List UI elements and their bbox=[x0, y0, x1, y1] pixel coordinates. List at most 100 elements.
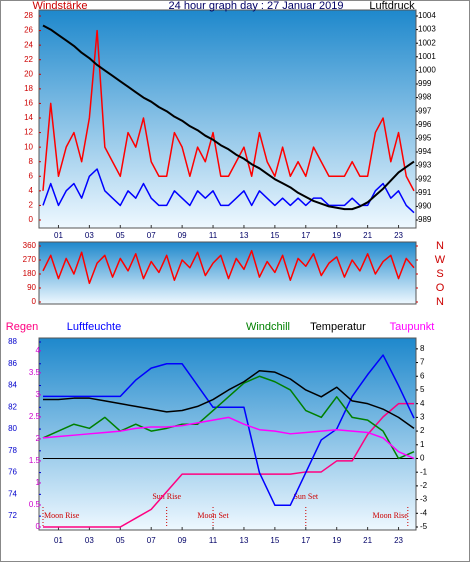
x-tick-label: 11 bbox=[209, 231, 218, 240]
plot-background bbox=[38, 337, 417, 531]
annotation: Sun Rise bbox=[152, 492, 181, 501]
x-tick-label: 07 bbox=[147, 536, 156, 545]
y2-tick-label: S bbox=[436, 268, 443, 280]
y2-tick-label: 992 bbox=[418, 174, 432, 183]
y2-tick-label: -1 bbox=[420, 467, 428, 476]
legend-label: Taupunkt bbox=[390, 321, 435, 333]
y-tick-label: 28 bbox=[24, 11, 33, 20]
legend-label: Temperatur bbox=[310, 321, 366, 333]
x-tick-label: 17 bbox=[301, 231, 310, 240]
y-tick-label: 270 bbox=[23, 255, 37, 264]
y-tick-label: 90 bbox=[27, 283, 36, 292]
y-tick-label: 2.5 bbox=[29, 412, 41, 421]
annotation: Sun Set bbox=[293, 492, 318, 501]
y2-tick-label: 5 bbox=[420, 385, 425, 394]
series-line bbox=[42, 168, 415, 214]
y-tick-label: 4 bbox=[36, 346, 41, 355]
y2-tick-label: 3 bbox=[420, 412, 425, 421]
x-tick-label: 23 bbox=[394, 231, 403, 240]
y-tick-label: 22 bbox=[24, 55, 33, 64]
y2-axis-label: Luftdruck bbox=[369, 0, 415, 12]
series-line bbox=[42, 29, 415, 192]
y2-tick-label: 1002 bbox=[418, 38, 436, 47]
y3-tick-label: 88 bbox=[8, 337, 17, 346]
x-tick-label: 13 bbox=[240, 536, 249, 545]
x-tick-label: 01 bbox=[54, 231, 63, 240]
x-tick-label: 07 bbox=[147, 231, 156, 240]
y2-tick-label: 999 bbox=[418, 79, 432, 88]
y-tick-label: 180 bbox=[23, 269, 37, 278]
y2-tick-label: 8 bbox=[420, 344, 425, 353]
y-tick-label: 0 bbox=[29, 215, 34, 224]
y2-tick-label: -5 bbox=[420, 522, 428, 531]
y2-tick-label: W bbox=[435, 254, 446, 266]
y2-tick-label: 996 bbox=[418, 120, 432, 129]
y-tick-label: 1.5 bbox=[29, 456, 41, 465]
y-tick-label: 3.5 bbox=[29, 368, 41, 377]
y2-tick-label: 1003 bbox=[418, 25, 436, 34]
y2-tick-label: 997 bbox=[418, 106, 432, 115]
y2-tick-label: N bbox=[436, 240, 444, 252]
y2-tick-label: 1000 bbox=[418, 66, 436, 75]
x-tick-label: 11 bbox=[209, 536, 218, 545]
x-tick-label: 03 bbox=[85, 231, 94, 240]
y-tick-label: 3 bbox=[36, 390, 41, 399]
y-tick-label: 20 bbox=[24, 69, 33, 78]
y3-tick-label: 76 bbox=[8, 468, 17, 477]
series-line bbox=[43, 402, 414, 528]
annotation: Moon Rise bbox=[44, 511, 80, 520]
x-tick-label: 21 bbox=[363, 231, 372, 240]
y-axis-label: Windstärke bbox=[32, 0, 87, 12]
y-tick-label: 0 bbox=[36, 522, 41, 531]
series-line bbox=[42, 249, 415, 285]
chart-title: 24 hour graph day : 27 Januar 2019 bbox=[169, 0, 344, 12]
series-line bbox=[43, 354, 415, 506]
x-tick-label: 15 bbox=[270, 231, 279, 240]
y2-tick-label: 1004 bbox=[418, 11, 436, 20]
y-tick-label: 360 bbox=[23, 241, 37, 250]
y2-tick-label: -4 bbox=[420, 508, 428, 517]
plot-background bbox=[38, 241, 417, 305]
plot-background bbox=[38, 9, 417, 229]
y2-tick-label: 1 bbox=[420, 440, 425, 449]
series-line bbox=[42, 375, 415, 460]
y2-tick-label: 990 bbox=[418, 202, 432, 211]
x-tick-label: 01 bbox=[54, 536, 63, 545]
y2-tick-label: 998 bbox=[418, 93, 432, 102]
legend-label: Luftfeuchte bbox=[67, 321, 121, 333]
y2-tick-label: 995 bbox=[418, 134, 432, 143]
y3-tick-label: 74 bbox=[8, 489, 17, 498]
x-tick-label: 03 bbox=[85, 536, 94, 545]
y2-tick-label: 0 bbox=[420, 454, 425, 463]
series-line bbox=[43, 370, 415, 429]
y3-tick-label: 80 bbox=[8, 424, 17, 433]
y2-tick-label: 7 bbox=[420, 358, 425, 367]
x-tick-label: 05 bbox=[116, 231, 125, 240]
y2-tick-label: 989 bbox=[418, 215, 432, 224]
y-tick-label: 2 bbox=[36, 434, 41, 443]
y-tick-label: 12 bbox=[24, 128, 33, 137]
y3-tick-label: 82 bbox=[8, 402, 17, 411]
y3-tick-label: 72 bbox=[8, 511, 17, 520]
y-tick-label: 4 bbox=[29, 186, 34, 195]
x-tick-label: 09 bbox=[178, 536, 187, 545]
y-tick-label: 1 bbox=[36, 478, 41, 487]
series-line bbox=[42, 416, 415, 460]
y-tick-label: 0 bbox=[32, 297, 37, 306]
x-tick-label: 21 bbox=[363, 536, 372, 545]
x-tick-label: 05 bbox=[116, 536, 125, 545]
legend-label: Windchill bbox=[246, 321, 290, 333]
x-tick-label: 19 bbox=[332, 231, 341, 240]
y2-tick-label: 994 bbox=[418, 147, 432, 156]
y-tick-label: 2 bbox=[29, 201, 34, 210]
annotation: Moon Set bbox=[197, 511, 229, 520]
y-tick-label: 14 bbox=[24, 113, 33, 122]
y2-tick-label: 993 bbox=[418, 161, 432, 170]
y2-tick-label: -3 bbox=[420, 495, 428, 504]
annotation: Moon Rise bbox=[372, 511, 408, 520]
y2-tick-label: N bbox=[436, 296, 444, 308]
legend-label: Regen bbox=[6, 321, 38, 333]
x-tick-label: 13 bbox=[240, 231, 249, 240]
